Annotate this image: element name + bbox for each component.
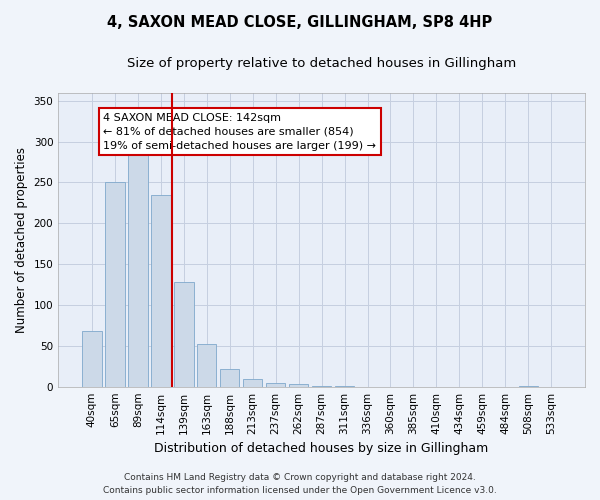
Text: 4 SAXON MEAD CLOSE: 142sqm
← 81% of detached houses are smaller (854)
19% of sem: 4 SAXON MEAD CLOSE: 142sqm ← 81% of deta…: [103, 113, 376, 151]
Bar: [243, 378, 262, 386]
Y-axis label: Number of detached properties: Number of detached properties: [15, 146, 28, 332]
Title: Size of property relative to detached houses in Gillingham: Size of property relative to detached ho…: [127, 58, 516, 70]
Bar: [266, 382, 286, 386]
X-axis label: Distribution of detached houses by size in Gillingham: Distribution of detached houses by size …: [154, 442, 489, 455]
Bar: [197, 344, 217, 387]
Bar: [82, 331, 101, 386]
Bar: [151, 194, 170, 386]
Text: Contains HM Land Registry data © Crown copyright and database right 2024.
Contai: Contains HM Land Registry data © Crown c…: [103, 473, 497, 495]
Bar: [128, 154, 148, 386]
Bar: [289, 384, 308, 386]
Text: 4, SAXON MEAD CLOSE, GILLINGHAM, SP8 4HP: 4, SAXON MEAD CLOSE, GILLINGHAM, SP8 4HP: [107, 15, 493, 30]
Bar: [174, 282, 194, 387]
Bar: [220, 368, 239, 386]
Bar: [105, 182, 125, 386]
